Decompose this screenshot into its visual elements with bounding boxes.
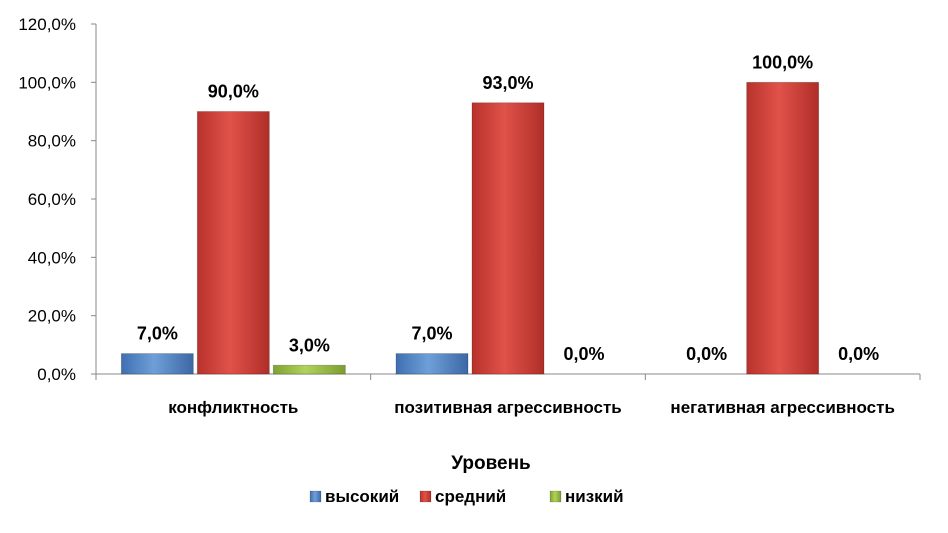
data-label: 7,0%	[411, 324, 452, 344]
data-label: 93,0%	[482, 73, 533, 93]
y-tick-label: 0,0%	[37, 365, 76, 384]
axes: 0,0% 20,0% 40,0% 60,0% 80,0% 100,0% 120,0% конф…	[18, 15, 921, 474]
y-tick-label: 100,0%	[18, 73, 76, 92]
bar-высокий	[395, 353, 469, 375]
data-label: 7,0%	[137, 324, 178, 344]
y-tick-label: 60,0%	[28, 190, 76, 209]
data-label: 0,0%	[563, 344, 604, 364]
data-label: 0,0%	[686, 344, 727, 364]
legend-label: низкий	[565, 487, 624, 506]
x-axis-title: Уровень	[451, 453, 530, 474]
legend-swatch-высокий	[309, 490, 322, 503]
bar-средний	[196, 111, 270, 375]
x-category-label: негативная агрессивность	[670, 398, 894, 417]
legend-label: средний	[435, 487, 506, 506]
bars	[120, 81, 820, 375]
data-label: 3,0%	[289, 335, 330, 355]
data-label: 90,0%	[208, 82, 259, 102]
y-tick-label: 40,0%	[28, 248, 76, 267]
bar-средний	[471, 102, 545, 375]
bar-низкий	[272, 364, 346, 375]
labels: 7,0% 90,0% 3,0% 7,0% 93,0% 0,0% 0,0% 100,0% 0,0%	[137, 52, 879, 364]
data-label: 0,0%	[838, 344, 879, 364]
legend-label: высокий	[325, 487, 399, 506]
bar-средний	[746, 81, 820, 375]
y-tick-label: 20,0%	[28, 307, 76, 326]
y-tick-label: 120,0%	[18, 15, 76, 34]
x-category-label: позитивная агрессивность	[394, 398, 622, 417]
legend-swatch-средний	[419, 490, 432, 503]
bar-высокий	[120, 353, 194, 375]
x-category-label: конфликтность	[168, 398, 298, 417]
y-tick-label: 80,0%	[28, 132, 76, 151]
data-label: 100,0%	[752, 52, 813, 72]
legend-swatch-низкий	[549, 490, 562, 503]
legend: высокий средний низкий	[309, 487, 624, 506]
